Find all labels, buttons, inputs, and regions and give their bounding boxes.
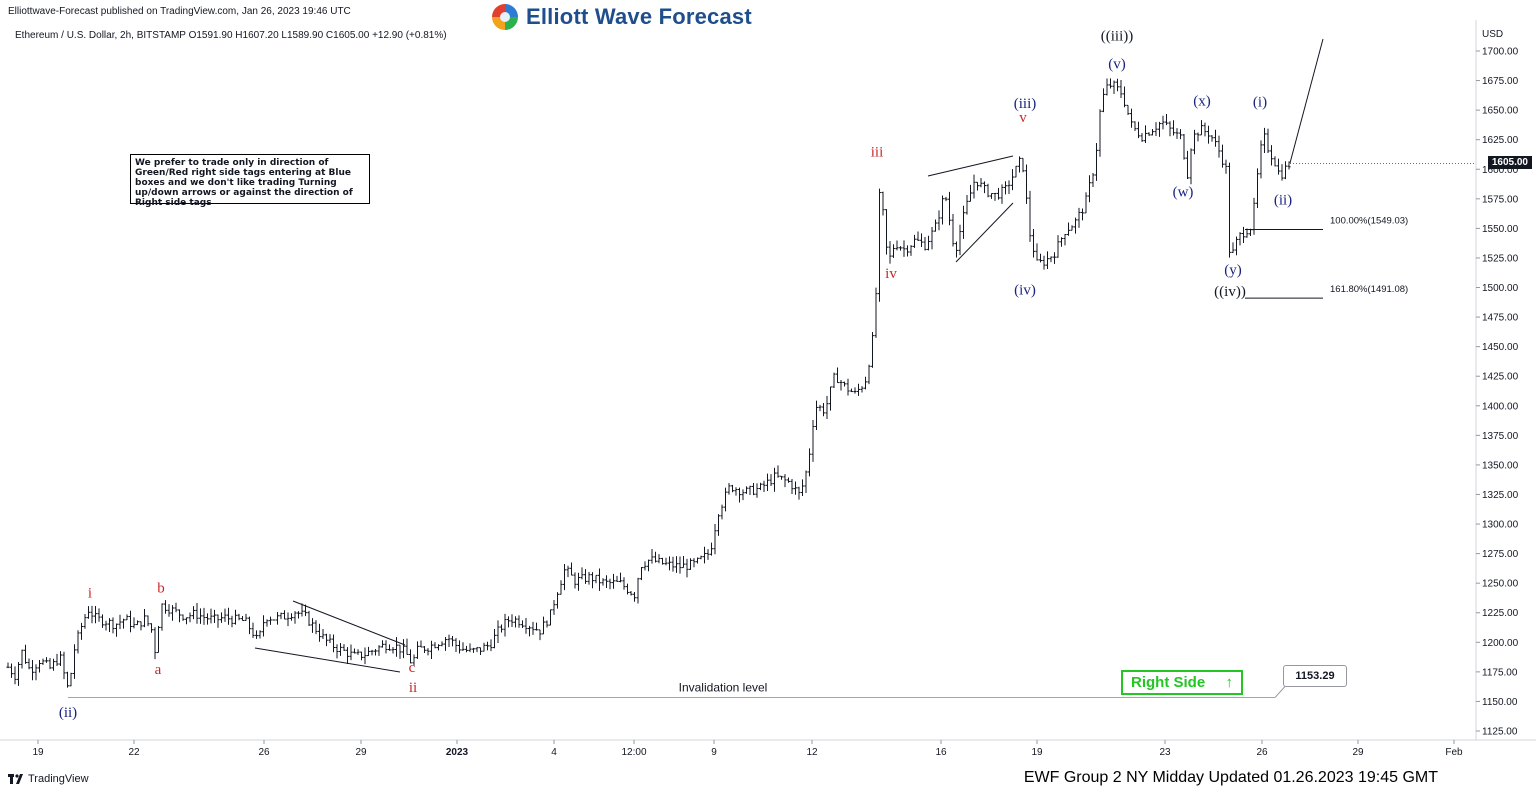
fib-level-label: 100.00%(1549.03) <box>1330 216 1408 227</box>
y-tick-label: 1350.00 <box>1482 460 1519 471</box>
x-tick-label: Feb <box>1445 747 1463 758</box>
y-tick-label: 1600.00 <box>1482 165 1519 176</box>
up-arrow-icon: ↑ <box>1225 674 1234 691</box>
update-note: EWF Group 2 NY Midday Updated 01.26.2023… <box>1023 769 1438 786</box>
y-tick-label: 1225.00 <box>1482 608 1519 619</box>
wave-label: (i) <box>1253 95 1267 111</box>
wave-label: (ii) <box>1274 193 1292 209</box>
wave-label: (y) <box>1224 263 1242 279</box>
y-tick-label: 1375.00 <box>1482 431 1519 442</box>
x-tick-label: 26 <box>1256 747 1268 758</box>
pattern-line <box>1289 38 1324 164</box>
y-tick-label: 1300.00 <box>1482 520 1519 531</box>
wave-label: b <box>157 581 165 597</box>
y-tick-label: 1250.00 <box>1482 579 1519 590</box>
brand-name: Elliott Wave Forecast <box>526 4 752 29</box>
tradingview-label: TradingView <box>28 773 89 785</box>
y-tick-label: 1325.00 <box>1482 490 1519 501</box>
wave-label: iii <box>871 144 884 160</box>
symbol-ohlc-line: Ethereum / U.S. Dollar, 2h, BITSTAMP O15… <box>15 30 447 41</box>
x-tick-label: 29 <box>355 747 367 758</box>
tradingview-logo-icon <box>8 774 23 784</box>
y-axis-unit-label: USD <box>1482 29 1503 40</box>
y-tick-label: 1200.00 <box>1482 638 1519 649</box>
right-side-tag: Right Side ↑ <box>1121 670 1243 695</box>
y-tick-label: 1450.00 <box>1482 342 1519 353</box>
wave-label: (x) <box>1193 93 1211 109</box>
x-tick-label: 2023 <box>446 747 469 758</box>
x-tick-label: 23 <box>1159 747 1171 758</box>
y-tick-label: 1700.00 <box>1482 47 1519 58</box>
x-tick-label: 22 <box>128 747 140 758</box>
wave-label: (v) <box>1108 57 1126 73</box>
y-tick-label: 1625.00 <box>1482 135 1519 146</box>
wave-label: ((iii)) <box>1101 28 1133 44</box>
y-tick-label: 1125.00 <box>1482 727 1518 738</box>
invalidation-label: Invalidation level <box>679 681 768 695</box>
y-tick-label: 1500.00 <box>1482 283 1519 294</box>
wave-label: (iii) <box>1014 96 1037 112</box>
y-tick-label: 1550.00 <box>1482 224 1519 235</box>
pattern-line <box>254 647 401 673</box>
y-tick-label: 1525.00 <box>1482 253 1519 264</box>
tradingview-brand: TradingView <box>8 773 89 785</box>
wave-label: ii <box>409 680 417 696</box>
x-tick-label: 29 <box>1352 747 1364 758</box>
pattern-line <box>955 202 1014 263</box>
y-tick-label: 1475.00 <box>1482 313 1519 324</box>
wave-label: a <box>155 662 162 678</box>
x-tick-label: 19 <box>32 747 44 758</box>
wave-label: (w) <box>1173 184 1194 200</box>
x-tick-label: 19 <box>1031 747 1043 758</box>
x-tick-label: 12:00 <box>621 747 646 758</box>
trading-note: We prefer to trade only in direction of … <box>130 154 370 208</box>
wave-label: (iv) <box>1014 283 1036 299</box>
x-tick-label: 12 <box>806 747 818 758</box>
y-tick-label: 1425.00 <box>1482 372 1519 383</box>
x-tick-label: 26 <box>258 747 270 758</box>
wave-label: v <box>1019 110 1027 126</box>
invalidation-value-tag: 1153.29 <box>1283 665 1347 687</box>
fib-level-label: 161.80%(1491.08) <box>1330 284 1408 295</box>
pattern-line <box>292 600 406 646</box>
y-tick-label: 1275.00 <box>1482 549 1519 560</box>
pattern-line <box>927 155 1014 177</box>
wave-label: ((iv)) <box>1214 284 1246 300</box>
x-tick-label: 4 <box>551 747 557 758</box>
x-tick-label: 16 <box>935 747 947 758</box>
right-side-label: Right Side <box>1131 674 1206 691</box>
publisher-line: Elliottwave-Forecast published on Tradin… <box>8 6 351 17</box>
y-tick-label: 1650.00 <box>1482 106 1519 117</box>
ewf-swirl-icon <box>492 4 518 30</box>
wave-label: c <box>409 660 416 676</box>
y-tick-label: 1675.00 <box>1482 76 1519 87</box>
wave-label: (ii) <box>59 705 77 721</box>
wave-label: iv <box>885 266 897 282</box>
x-tick-label: 9 <box>711 747 717 758</box>
y-tick-label: 1400.00 <box>1482 401 1519 412</box>
y-tick-label: 1575.00 <box>1482 194 1519 205</box>
y-tick-label: 1175.00 <box>1482 667 1518 678</box>
y-tick-label: 1150.00 <box>1482 697 1518 708</box>
brand-logo: Elliott Wave Forecast <box>490 2 752 32</box>
wave-label: i <box>88 585 92 601</box>
current-price-tag: 1605.00 <box>1487 156 1532 169</box>
